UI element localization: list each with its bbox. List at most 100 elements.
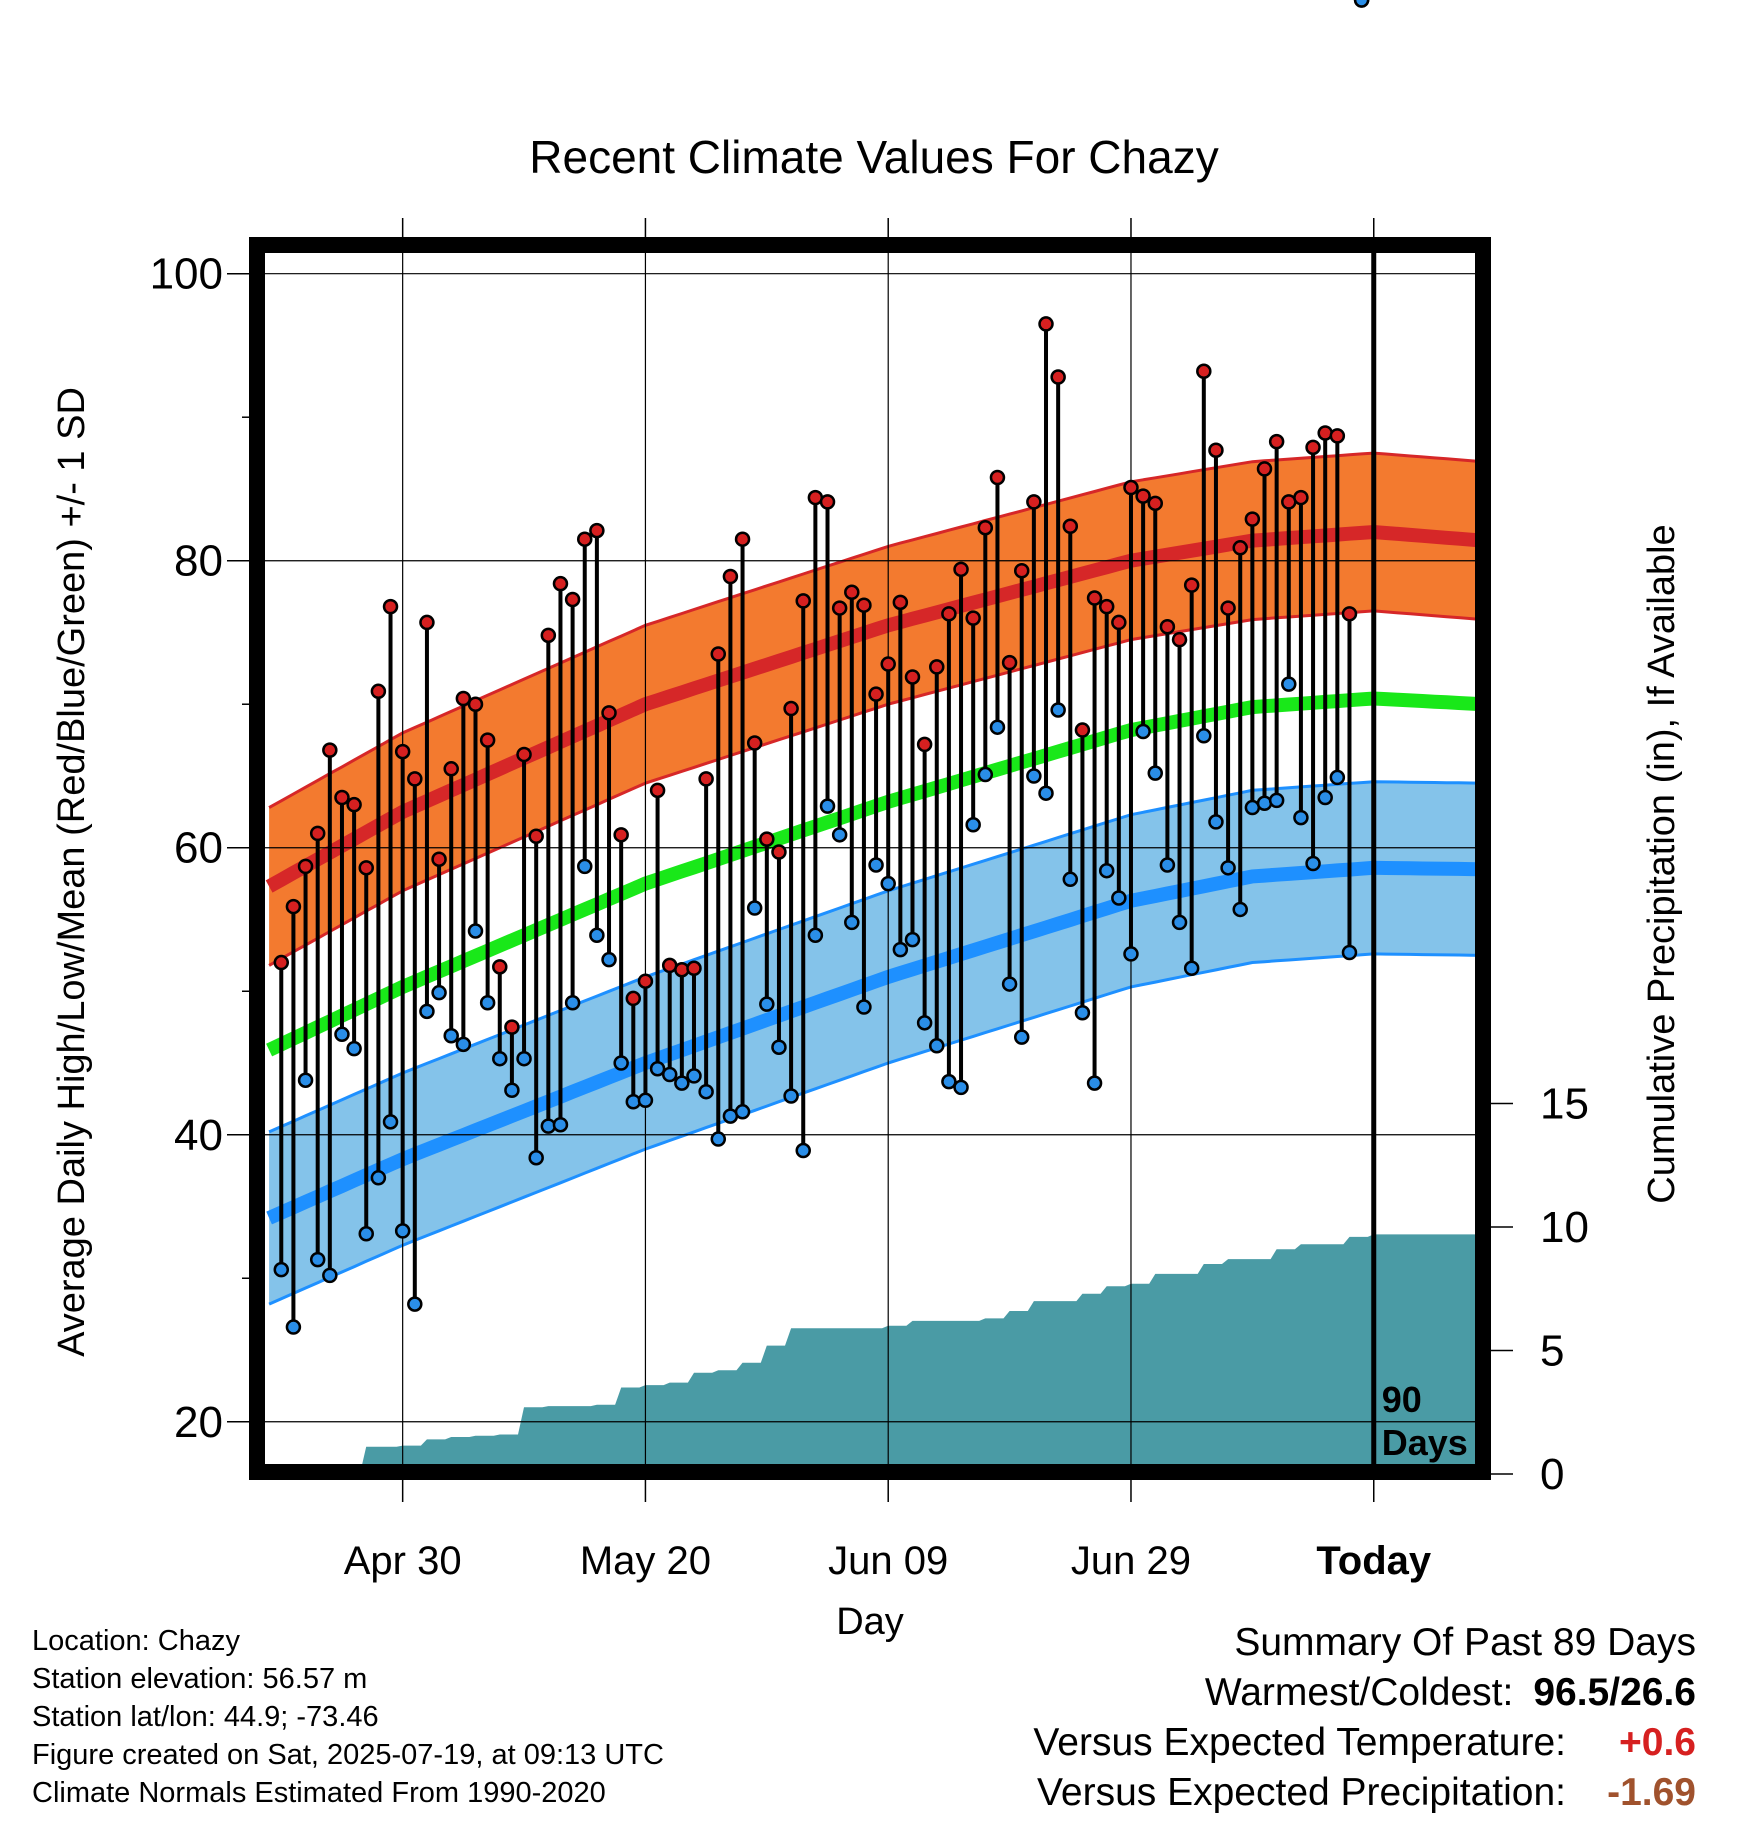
daily-low-point-38 <box>734 1104 751 1120</box>
low-normal-band-lower-edge <box>268 952 1484 1306</box>
daily-low-point-4 <box>322 1267 338 1284</box>
daily-high-point-47 <box>844 584 860 601</box>
daily-low-point-1 <box>285 1319 302 1335</box>
daily-low-point-25 <box>576 858 593 875</box>
daily-high-point-3 <box>309 825 326 842</box>
daily-low-point-82 <box>1268 792 1285 809</box>
daily-high-point-61 <box>1013 563 1030 579</box>
low-normal-line <box>266 860 1484 1225</box>
daily-low-point-40 <box>759 996 775 1012</box>
low-normal-band-upper-edge <box>268 780 1484 1134</box>
x-axis-label: Day <box>836 1601 904 1643</box>
yr-tick-label-10: 10 <box>1540 1203 1589 1252</box>
daily-low-point-64 <box>1050 702 1066 718</box>
x-tick-label-2: Jun 09 <box>828 1539 948 1583</box>
daily-low-point-21 <box>528 1149 544 1166</box>
daily-high-point-37 <box>722 568 739 585</box>
daily-high-point-34 <box>686 960 702 977</box>
daily-low-point-34 <box>686 1068 702 1084</box>
y-tick-label-100: 100 <box>150 250 223 299</box>
daily-high-point-24 <box>564 591 581 608</box>
daily-low-point-58 <box>977 766 994 783</box>
daily-low-point-56 <box>953 1079 969 1096</box>
daily-low-point-84 <box>1293 809 1309 826</box>
daily-low-point-73 <box>1159 857 1176 873</box>
station-info: Location: Chazy Station elevation: 56.57… <box>32 1622 664 1812</box>
daily-high-point-36 <box>710 646 727 662</box>
summary-panel: Summary Of Past 89 Days Warmest/Coldest:… <box>1033 1618 1696 1818</box>
daily-high-point-35 <box>698 771 714 787</box>
daily-high-point-26 <box>589 522 605 539</box>
daily-high-point-16 <box>467 696 484 712</box>
daily-low-point-27 <box>601 951 617 968</box>
daily-high-point-7 <box>358 860 374 876</box>
daily-high-point-80 <box>1244 511 1261 527</box>
daily-low-point-16 <box>467 923 484 939</box>
daily-high-point-52 <box>904 669 921 685</box>
daily-high-point-31 <box>649 782 666 799</box>
daily-high-point-77 <box>1208 442 1224 458</box>
daily-high-point-41 <box>771 844 787 860</box>
daily-high-point-43 <box>795 593 811 609</box>
daily-high-point-2 <box>297 858 314 875</box>
daily-high-point-88 <box>1341 606 1358 622</box>
plot-frame-rect <box>249 237 1491 1480</box>
location-text: Location: Chazy <box>32 1625 240 1657</box>
daily-low-point-28 <box>613 1055 629 1071</box>
chart-title: Recent Climate Values For Chazy <box>529 131 1219 183</box>
daily-low-point-52 <box>904 931 921 948</box>
daily-high-point-58 <box>977 519 994 536</box>
daily-high-point-68 <box>1098 598 1115 615</box>
latlon-text: Station lat/lon: 44.9; -73.46 <box>32 1701 379 1733</box>
axes: 20 40 60 80 100 0 5 10 15 Apr 30 May 20 Jun 09 Jun 2… <box>51 218 1683 1643</box>
daily-low-point-74 <box>1171 914 1188 931</box>
daily-low-point-87 <box>1329 769 1346 786</box>
daily-high-point-30 <box>637 973 654 989</box>
daily-high-point-9 <box>382 598 399 615</box>
daily-low-point-63 <box>1038 785 1054 801</box>
daily-high-point-55 <box>941 606 957 622</box>
precip-value: -1.69 <box>1607 1771 1696 1814</box>
daily-high-point-82 <box>1268 433 1285 450</box>
precip-area <box>342 1234 1483 1474</box>
daily-high-point-20 <box>516 746 532 763</box>
daily-high-point-0 <box>273 954 290 971</box>
daily-high-point-27 <box>601 705 617 721</box>
precip-label: Versus Expected Precipitation: <box>1037 1771 1566 1814</box>
daily-high-point-19 <box>504 1019 520 1035</box>
daily-low-point-31 <box>649 1060 666 1077</box>
yr-tick-label-5: 5 <box>1540 1327 1564 1376</box>
daily-high-point-42 <box>783 700 799 717</box>
daily-high-point-66 <box>1074 722 1091 738</box>
daily-high-point-69 <box>1111 614 1127 631</box>
x-tick-label-1: May 20 <box>580 1539 711 1583</box>
daily-high-point-46 <box>831 600 848 616</box>
daily-high-point-17 <box>479 732 496 748</box>
daily-high-point-87 <box>1329 428 1346 444</box>
daily-high-point-12 <box>419 614 435 631</box>
daily-low-point-5 <box>334 1026 350 1043</box>
x-tick-label-3: Jun 29 <box>1071 1539 1191 1583</box>
created-text: Figure created on Sat, 2025-07-19, at 09… <box>32 1739 664 1771</box>
daily-low-point-3 <box>309 1251 326 1268</box>
daily-low-point-50 <box>880 875 896 892</box>
daily-high-point-48 <box>856 597 872 613</box>
daily-high-point-84 <box>1293 489 1309 506</box>
daily-low-point-72 <box>1147 765 1164 781</box>
y-right-axis-label: Cumulative Precipitation (in), If Availa… <box>1641 524 1683 1203</box>
daily-low-point-41 <box>771 1039 787 1055</box>
daily-high-point-18 <box>492 959 508 975</box>
daily-low-point-10 <box>394 1223 411 1239</box>
daily-low-point-35 <box>698 1083 714 1100</box>
daily-high-point-45 <box>819 494 836 510</box>
daily-high-point-85 <box>1305 439 1321 456</box>
daily-low-point-54 <box>929 1038 945 1054</box>
daily-low-point-88 <box>1341 944 1358 961</box>
daily-high-point-79 <box>1232 540 1248 556</box>
daily-low-point-43 <box>795 1142 811 1159</box>
daily-high-point-75 <box>1183 577 1200 593</box>
daily-high-point-39 <box>746 735 763 751</box>
daily-low-point-61 <box>1013 1029 1030 1045</box>
daily-low-point-30 <box>637 1092 654 1109</box>
